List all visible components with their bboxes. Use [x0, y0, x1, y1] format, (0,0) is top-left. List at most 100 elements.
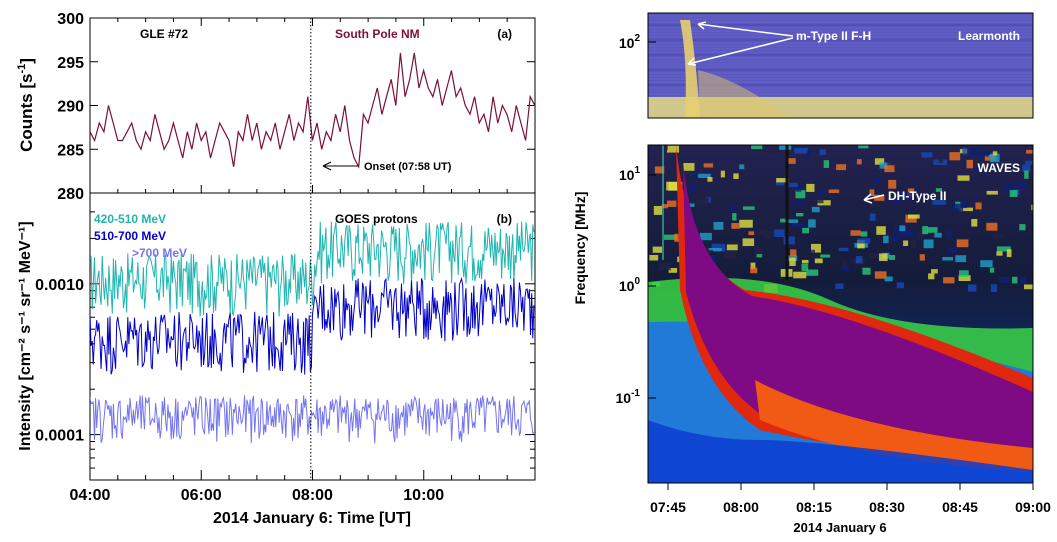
panel-b-yaxis: 0.0001 0.0010 — [35, 211, 535, 469]
waves-speckle-block — [739, 164, 745, 170]
panel-c-yaxis: 102 101 100 10-1 — [616, 33, 656, 406]
panel-b-xtick-label: 10:00 — [403, 487, 444, 504]
waves-speckle-block — [1026, 149, 1033, 154]
waves-speckle-block — [658, 262, 671, 271]
waves-speckle-block — [899, 225, 906, 232]
waves-orange-tail — [755, 380, 1033, 472]
waves-speckle-block — [750, 267, 758, 274]
waves-speckle-block — [705, 250, 714, 254]
panel-b-xtick-label: 08:00 — [292, 487, 333, 504]
waves-speckle-block — [811, 206, 820, 213]
waves-frame — [647, 144, 1034, 484]
waves-speckle-block — [651, 171, 662, 178]
panel-c-ylabel: Frequency [MHz] — [572, 192, 588, 305]
learmonth-spectrogram: Learmonth m-Type II F-H — [647, 12, 1034, 119]
waves-speckle-block — [1032, 219, 1033, 225]
waves-speckle-block — [1012, 276, 1018, 284]
waves-speckle-block — [806, 183, 815, 192]
waves-speckle-block — [692, 171, 699, 179]
waves-speckle-block — [907, 188, 915, 195]
waves-speckle-block — [802, 227, 809, 234]
waves-speckle-block — [776, 178, 789, 183]
waves-speckle-block — [980, 150, 989, 157]
waves-speckle-block — [873, 177, 881, 184]
panel-a-ytick-label: 295 — [57, 55, 84, 72]
waves-speckle-block — [990, 153, 1000, 163]
waves-speckle-block — [889, 255, 896, 260]
panel-b: 0.0001 0.0010 04:00 06:00 08:00 10:00 Intens… — [17, 192, 536, 527]
waves-speckle-block — [707, 177, 713, 182]
panel-b-xlabel: 2014 January 6: Time [UT] — [213, 510, 411, 527]
panel-a-ytick-label: 290 — [57, 99, 84, 116]
waves-xtick-label: 07:45 — [650, 499, 686, 515]
panel-a-label: (a) — [497, 27, 512, 41]
waves-speckle-block — [810, 249, 815, 254]
panel-b-xtick-label: 04:00 — [70, 487, 111, 504]
waves-speckle-block — [857, 238, 871, 244]
goes-series-line — [90, 395, 535, 444]
waves-speckle-block — [858, 145, 869, 149]
panel-b-label: (b) — [497, 212, 512, 226]
waves-plot: WAVES DH-Type II — [648, 145, 1033, 483]
waves-speckle-block — [666, 145, 679, 153]
waves-speckle-block — [664, 234, 678, 240]
waves-speckle-block — [774, 229, 785, 237]
waves-purple-core — [683, 160, 1033, 460]
panel-a-ytick-label: 280 — [57, 186, 84, 203]
panel-b-ytick-label: 0.0001 — [35, 428, 84, 445]
waves-speckle-block — [949, 152, 961, 161]
waves-speckle-block — [1019, 224, 1026, 231]
waves-speckle-block — [796, 213, 804, 217]
waves-speckle-block — [730, 206, 737, 212]
waves-speckle-block — [788, 182, 798, 187]
waves-speckle-block — [1031, 204, 1033, 211]
waves-speckle-block — [891, 199, 900, 204]
panel-c-xlabel: 2014 January 6 — [793, 520, 886, 535]
waves-speckle-block — [812, 200, 824, 204]
waves-speckle-block — [874, 271, 887, 279]
waves-speckle-block — [986, 190, 998, 195]
waves-speckle-block — [990, 284, 998, 293]
waves-speckle-block — [811, 243, 821, 253]
waves-speckle-block — [695, 198, 709, 207]
waves-speckle-block — [674, 233, 680, 242]
waves-speckle-block — [788, 158, 796, 164]
waves-speckle-block — [711, 243, 726, 252]
waves-speckle-block — [828, 189, 840, 193]
panel-a-frame — [89, 17, 536, 194]
waves-speckle-block — [819, 149, 826, 155]
waves-speckle-block — [742, 185, 752, 195]
learmonth-frame — [647, 12, 1034, 119]
waves-speckle-block — [818, 188, 824, 197]
learmonth-label: Learmonth — [958, 29, 1020, 43]
waves-speckle-block — [986, 222, 998, 231]
waves-speckle-block — [814, 258, 823, 264]
waves-speckle-block — [996, 246, 1011, 252]
waves-lower-blue — [648, 420, 1033, 483]
waves-speckle-block — [787, 219, 799, 223]
waves-speckle-block — [973, 167, 982, 172]
panel-c: Learmonth m-Type II F-H — [572, 12, 1051, 535]
waves-speckle-block — [768, 150, 780, 154]
waves-speckle-block — [699, 232, 712, 241]
waves-speckle-block — [727, 240, 740, 247]
waves-speckle-block — [683, 163, 695, 171]
panel-b-ylabel: Intensity [cm⁻² s⁻¹ sr⁻¹ MeV⁻¹] — [17, 221, 34, 450]
waves-ytick-label: 10-1 — [616, 388, 641, 406]
waves-speckle-block — [842, 261, 847, 268]
waves-speckle-block — [795, 190, 806, 199]
waves-speckle-block — [751, 145, 763, 149]
waves-speckle-block — [817, 200, 831, 206]
onset-arrow-head — [322, 161, 332, 171]
waves-speckle-block — [801, 263, 809, 272]
panel-a-ylabel: Counts [s-1] — [16, 58, 36, 152]
legend-420-510: 420-510 MeV — [94, 212, 166, 226]
waves-speckle-block — [772, 187, 779, 197]
waves-speckle-block — [975, 202, 982, 210]
onset-annotation: Onset (07:58 UT) — [364, 161, 452, 173]
waves-speckle-block — [756, 254, 763, 258]
legend-700: >700 MeV — [132, 246, 187, 260]
waves-speckle-block — [899, 228, 913, 237]
learmonth-burst-tail — [698, 70, 790, 118]
